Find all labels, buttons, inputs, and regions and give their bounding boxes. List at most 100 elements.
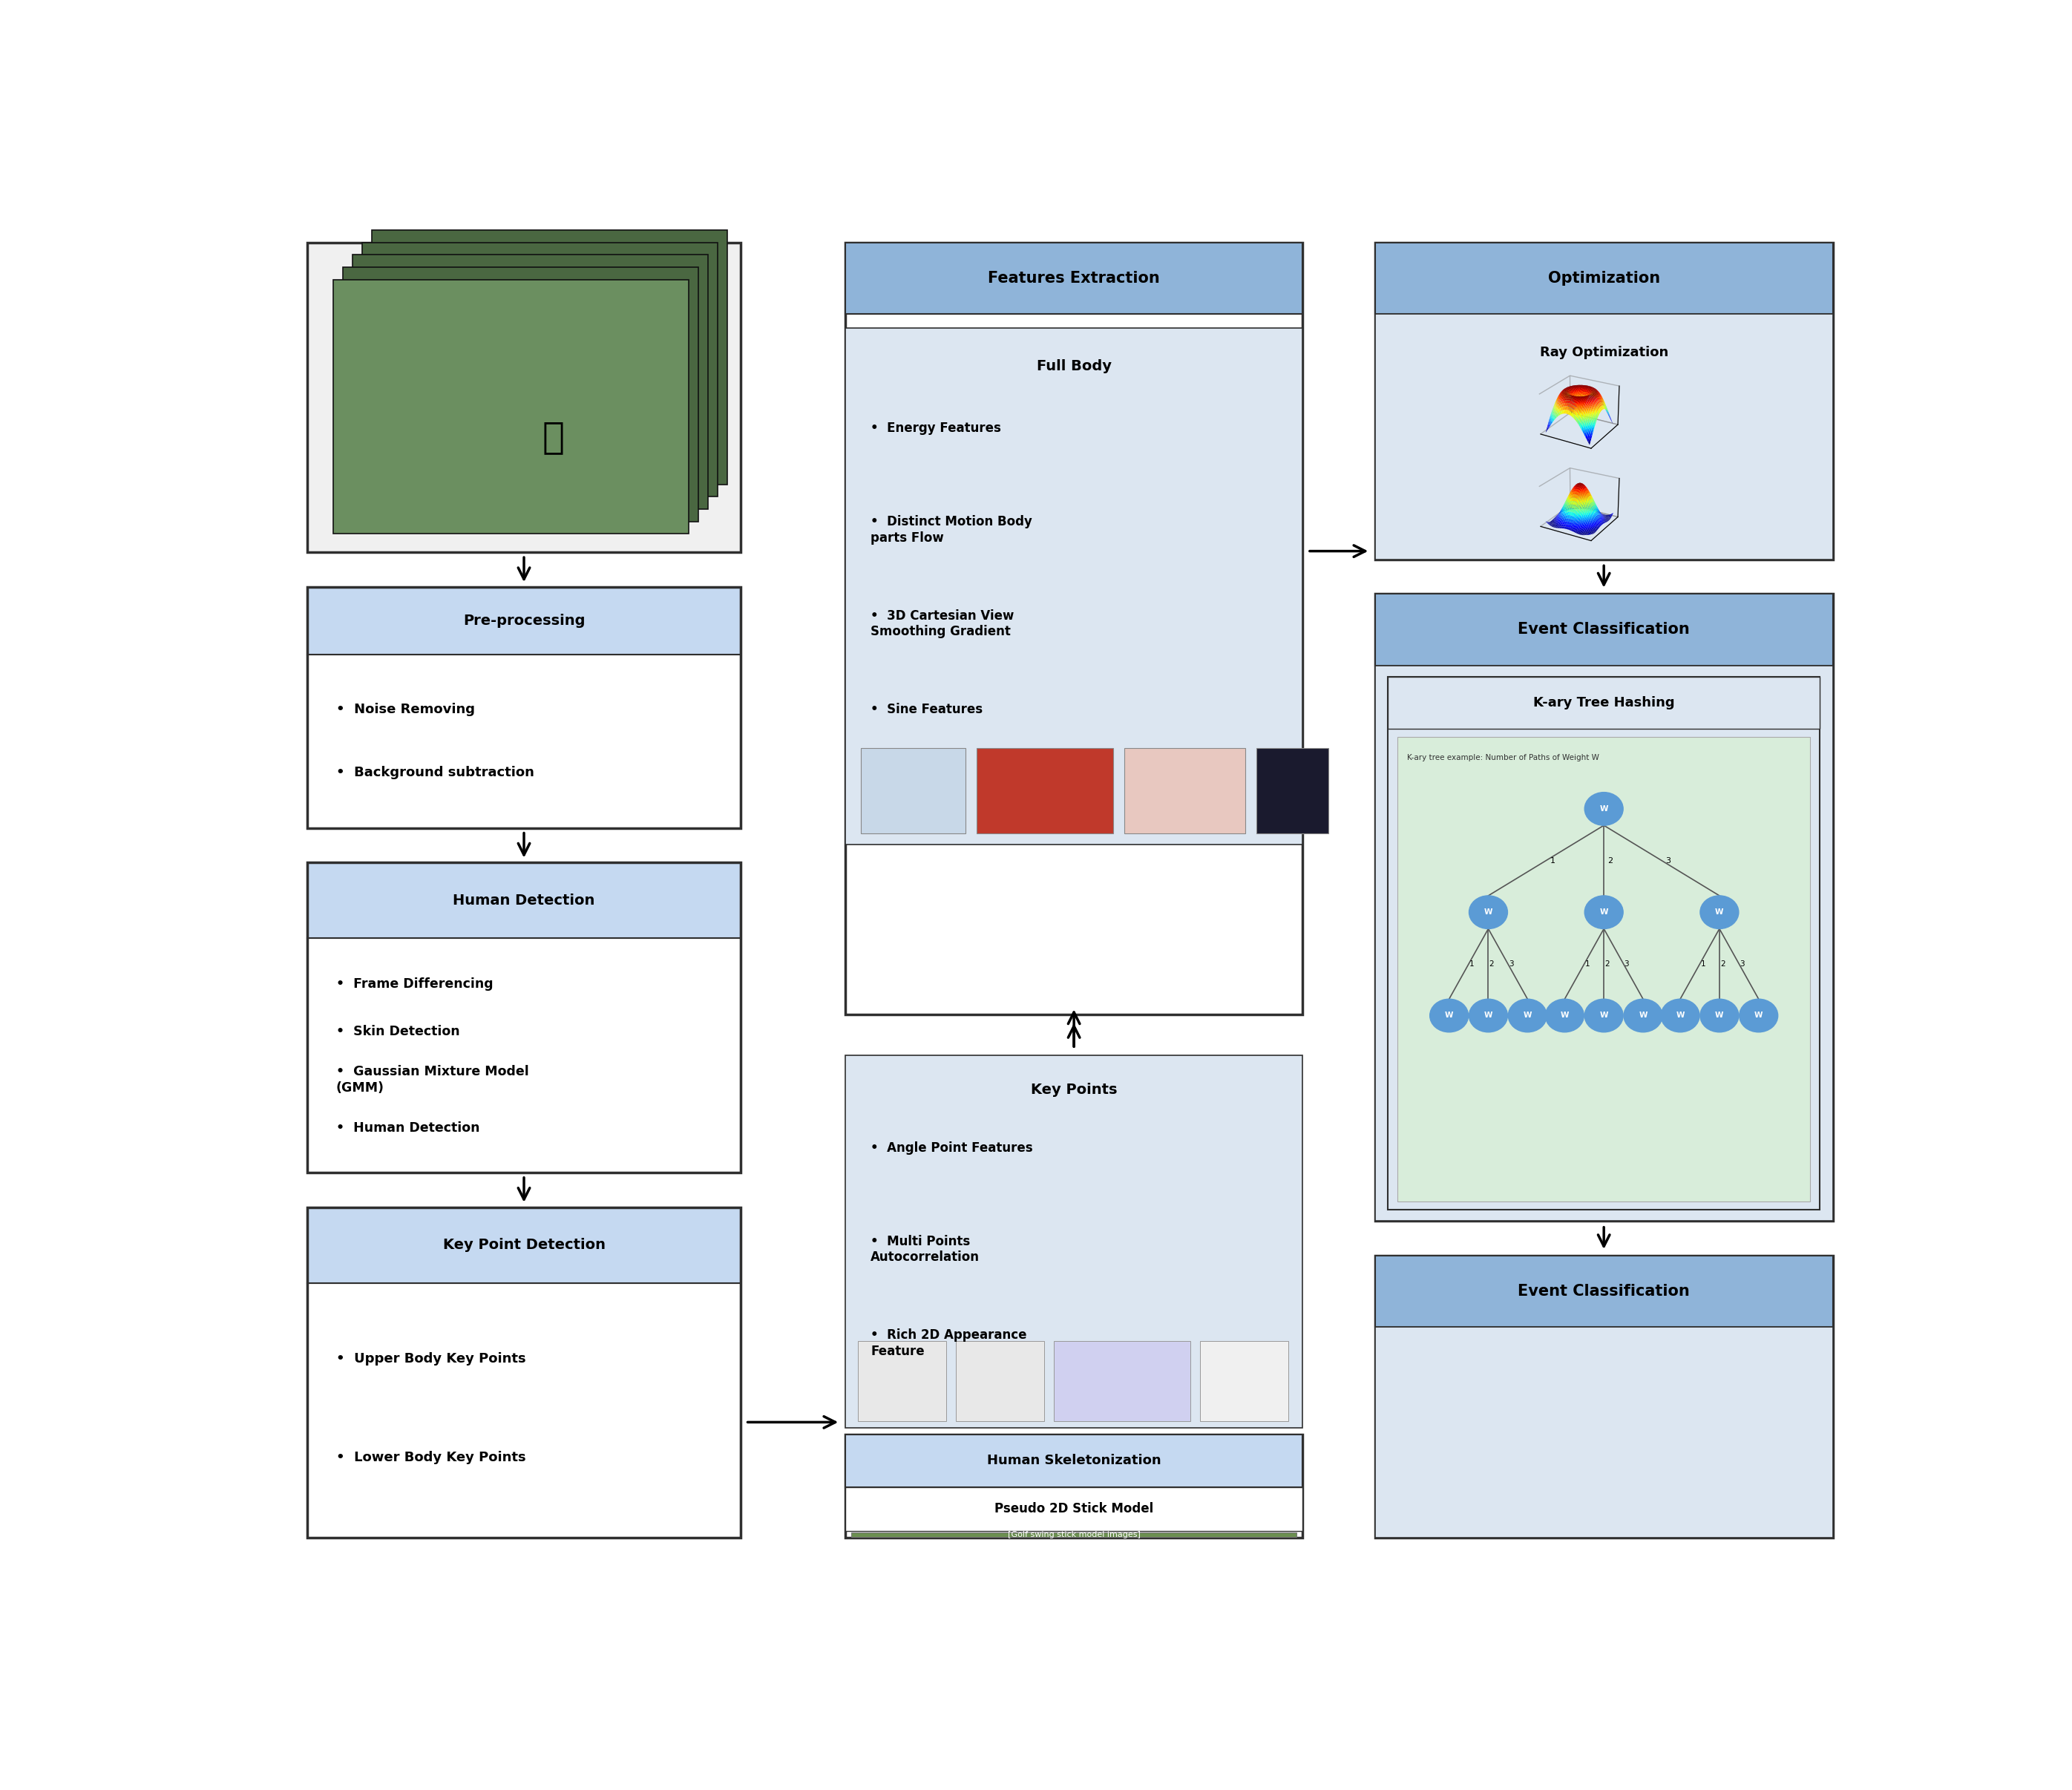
Text: •  Distinct Motion Body
parts Flow: • Distinct Motion Body parts Flow bbox=[870, 516, 1032, 544]
Text: Human Skeletonization: Human Skeletonization bbox=[986, 1453, 1160, 1468]
Circle shape bbox=[1585, 999, 1622, 1033]
Text: Pseudo 2D Stick Model: Pseudo 2D Stick Model bbox=[995, 1502, 1154, 1516]
FancyBboxPatch shape bbox=[1388, 677, 1819, 729]
Text: W: W bbox=[1600, 806, 1608, 813]
Text: W: W bbox=[1600, 909, 1608, 916]
Circle shape bbox=[1430, 999, 1469, 1033]
Text: 3: 3 bbox=[1740, 959, 1745, 968]
Text: Event Classification: Event Classification bbox=[1519, 623, 1691, 637]
Circle shape bbox=[1469, 895, 1508, 929]
Text: •  Skin Detection: • Skin Detection bbox=[336, 1026, 460, 1038]
Circle shape bbox=[1469, 999, 1508, 1033]
Text: •  Angle Point Features: • Angle Point Features bbox=[870, 1140, 1034, 1155]
FancyBboxPatch shape bbox=[363, 242, 717, 496]
Text: •  Lower Body Key Points: • Lower Body Key Points bbox=[336, 1452, 526, 1464]
Text: Key Points: Key Points bbox=[1030, 1083, 1117, 1097]
FancyBboxPatch shape bbox=[845, 328, 1303, 845]
Text: •  Multi Points
Autocorrelation: • Multi Points Autocorrelation bbox=[870, 1235, 980, 1264]
Text: •  Frame Differencing: • Frame Differencing bbox=[336, 977, 493, 990]
Text: •  Sine Features: • Sine Features bbox=[870, 703, 982, 716]
Text: •  Rich 2D Appearance
Feature: • Rich 2D Appearance Feature bbox=[870, 1328, 1028, 1359]
Text: 1: 1 bbox=[1585, 959, 1589, 968]
FancyBboxPatch shape bbox=[1376, 313, 1834, 558]
Circle shape bbox=[1585, 895, 1622, 929]
FancyBboxPatch shape bbox=[307, 938, 742, 1172]
FancyBboxPatch shape bbox=[307, 655, 742, 829]
Text: 1: 1 bbox=[1701, 959, 1705, 968]
FancyBboxPatch shape bbox=[1376, 666, 1834, 1221]
Text: 1: 1 bbox=[1550, 857, 1556, 865]
Text: 2: 2 bbox=[1720, 959, 1726, 968]
FancyBboxPatch shape bbox=[845, 1434, 1303, 1487]
Text: •  Gaussian Mixture Model
(GMM): • Gaussian Mixture Model (GMM) bbox=[336, 1065, 528, 1095]
Text: 🚶: 🚶 bbox=[543, 419, 566, 455]
FancyBboxPatch shape bbox=[1376, 1326, 1834, 1538]
Text: Human Detection: Human Detection bbox=[454, 893, 595, 908]
Text: 3: 3 bbox=[1508, 959, 1513, 968]
FancyBboxPatch shape bbox=[1388, 677, 1819, 1210]
FancyBboxPatch shape bbox=[352, 254, 709, 508]
Circle shape bbox=[1701, 895, 1738, 929]
Text: Key Point Detection: Key Point Detection bbox=[443, 1239, 605, 1253]
Text: •  3D Cartesian View
Smoothing Gradient: • 3D Cartesian View Smoothing Gradient bbox=[870, 609, 1015, 639]
Text: 2: 2 bbox=[1608, 857, 1612, 865]
FancyBboxPatch shape bbox=[1256, 748, 1328, 834]
FancyBboxPatch shape bbox=[1200, 1341, 1289, 1421]
Text: W: W bbox=[1523, 1011, 1531, 1019]
Text: 2: 2 bbox=[1490, 959, 1494, 968]
Circle shape bbox=[1508, 999, 1548, 1033]
FancyBboxPatch shape bbox=[1376, 594, 1834, 666]
Text: W: W bbox=[1484, 909, 1492, 916]
Text: W: W bbox=[1560, 1011, 1569, 1019]
FancyBboxPatch shape bbox=[342, 267, 698, 521]
FancyBboxPatch shape bbox=[852, 1532, 1297, 1536]
Text: K-ary tree example: Number of Paths of Weight W: K-ary tree example: Number of Paths of W… bbox=[1407, 754, 1600, 761]
Text: 3: 3 bbox=[1624, 959, 1629, 968]
Text: W: W bbox=[1676, 1011, 1685, 1019]
Text: Optimization: Optimization bbox=[1548, 270, 1660, 286]
FancyBboxPatch shape bbox=[307, 1283, 742, 1538]
Text: Pre-processing: Pre-processing bbox=[462, 614, 584, 628]
FancyBboxPatch shape bbox=[845, 1487, 1303, 1530]
Circle shape bbox=[1662, 999, 1699, 1033]
FancyBboxPatch shape bbox=[1397, 737, 1811, 1201]
Text: W: W bbox=[1755, 1011, 1763, 1019]
FancyBboxPatch shape bbox=[955, 1341, 1044, 1421]
Text: W: W bbox=[1600, 1011, 1608, 1019]
FancyBboxPatch shape bbox=[976, 748, 1113, 834]
FancyBboxPatch shape bbox=[307, 1206, 742, 1283]
Circle shape bbox=[1585, 793, 1622, 825]
FancyBboxPatch shape bbox=[1055, 1341, 1189, 1421]
Text: Event Classification: Event Classification bbox=[1519, 1283, 1691, 1300]
FancyBboxPatch shape bbox=[1376, 242, 1834, 313]
Text: 2: 2 bbox=[1604, 959, 1610, 968]
Text: Full Body: Full Body bbox=[1036, 360, 1111, 374]
Text: •  Upper Body Key Points: • Upper Body Key Points bbox=[336, 1351, 526, 1366]
Text: Features Extraction: Features Extraction bbox=[988, 270, 1160, 286]
Text: W: W bbox=[1484, 1011, 1492, 1019]
FancyBboxPatch shape bbox=[845, 242, 1303, 313]
Text: W: W bbox=[1444, 1011, 1452, 1019]
Text: 1: 1 bbox=[1469, 959, 1475, 968]
Text: W: W bbox=[1716, 1011, 1724, 1019]
Text: 3: 3 bbox=[1666, 857, 1670, 865]
Text: W: W bbox=[1716, 909, 1724, 916]
FancyBboxPatch shape bbox=[1376, 1255, 1834, 1326]
Text: •  Energy Features: • Energy Features bbox=[870, 422, 1001, 435]
FancyBboxPatch shape bbox=[307, 863, 742, 938]
Text: W: W bbox=[1639, 1011, 1647, 1019]
FancyBboxPatch shape bbox=[845, 1056, 1303, 1428]
Circle shape bbox=[1546, 999, 1583, 1033]
Text: [Golf swing stick model images]: [Golf swing stick model images] bbox=[1007, 1530, 1140, 1538]
FancyBboxPatch shape bbox=[307, 587, 742, 655]
Text: •  Background subtraction: • Background subtraction bbox=[336, 766, 535, 779]
Circle shape bbox=[1701, 999, 1738, 1033]
Text: Ray Optimization: Ray Optimization bbox=[1539, 345, 1668, 360]
FancyBboxPatch shape bbox=[858, 1341, 947, 1421]
Circle shape bbox=[1738, 999, 1778, 1033]
FancyBboxPatch shape bbox=[334, 279, 688, 533]
Circle shape bbox=[1624, 999, 1662, 1033]
Text: •  Human Detection: • Human Detection bbox=[336, 1121, 481, 1135]
FancyBboxPatch shape bbox=[307, 242, 742, 553]
FancyBboxPatch shape bbox=[371, 229, 727, 485]
